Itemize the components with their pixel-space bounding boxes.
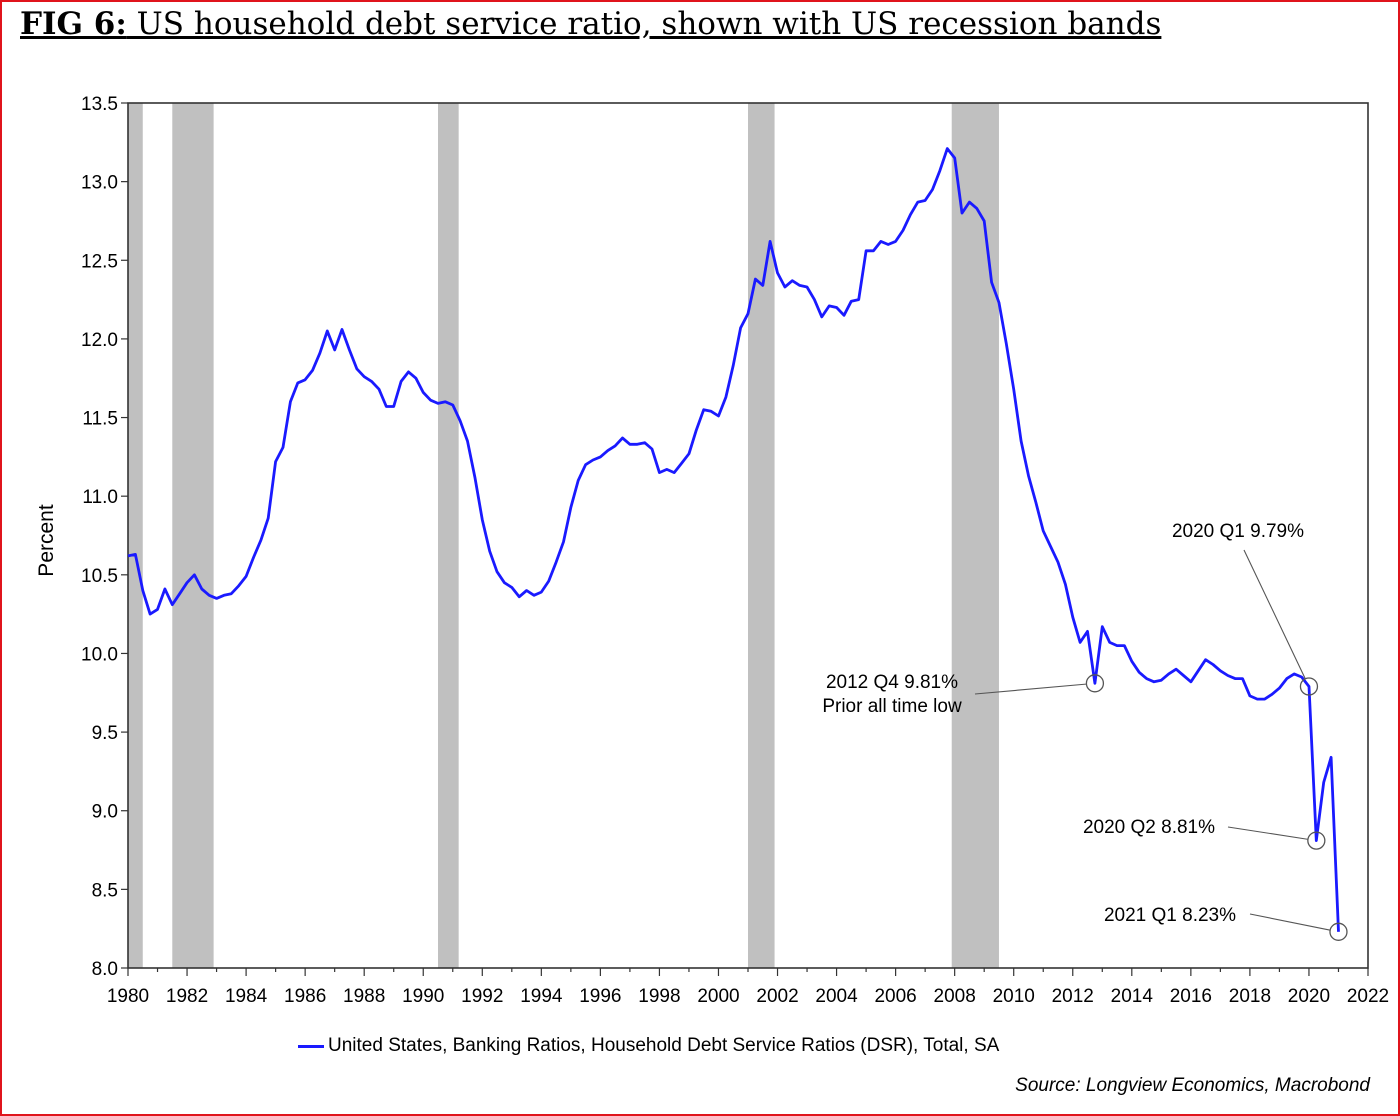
y-axis: 8.0 8.5 9.0 9.5 10.0 10.5 11.0 11.5 12.0 12.5 13.0… xyxy=(81,94,128,980)
recession-band xyxy=(951,103,999,968)
annotation-marker xyxy=(1299,677,1319,696)
annotation-leader xyxy=(974,683,1086,695)
recession-bands xyxy=(128,103,999,968)
x-tick-label: 2014 xyxy=(1111,986,1154,1007)
annotation-label: Prior all time low xyxy=(822,696,962,717)
annotation-marker xyxy=(1085,674,1105,693)
annotation-leader xyxy=(1249,913,1330,931)
x-tick-label: 1988 xyxy=(343,986,385,1007)
x-tick-label: 1986 xyxy=(284,986,326,1007)
legend: United States, Banking Ratios, Household… xyxy=(298,1032,999,1060)
y-tick-label: 11.5 xyxy=(82,409,118,430)
y-axis-label: Percent xyxy=(35,504,58,577)
annotation-label: 2020 Q2 8.81% xyxy=(1083,817,1215,838)
series-layer xyxy=(127,147,1340,932)
annotation-leader xyxy=(1243,549,1306,679)
x-tick-label: 2016 xyxy=(1170,986,1212,1007)
annotation-leader xyxy=(1227,826,1308,840)
y-tick-label: 13.0 xyxy=(81,173,118,194)
source-note: Source: Longview Economics, Macrobond xyxy=(1015,1075,1370,1096)
x-tick-label: 1998 xyxy=(638,986,680,1007)
annotation-marker xyxy=(1329,922,1348,941)
y-tick-label: 8.5 xyxy=(92,880,118,901)
x-tick-label: 2008 xyxy=(934,986,976,1007)
x-tick-label: 2020 xyxy=(1288,986,1330,1007)
y-tick-label: 11.0 xyxy=(82,487,118,508)
series-line xyxy=(127,147,1340,932)
y-tick-label: 10.5 xyxy=(81,566,118,587)
y-tick-label: 10.0 xyxy=(81,644,118,665)
x-tick-label: 1980 xyxy=(107,986,149,1007)
x-tick-label: 1990 xyxy=(402,986,444,1007)
figure-number: FIG 6: xyxy=(20,6,127,42)
x-tick-label: 2012 xyxy=(1052,986,1094,1007)
annotation-marker xyxy=(1307,831,1326,850)
recession-band xyxy=(438,103,459,968)
x-tick-label: 2000 xyxy=(697,986,739,1007)
x-tick-label: 1984 xyxy=(225,986,268,1007)
x-tick-label: 2006 xyxy=(874,986,916,1007)
annotation-label: 2021 Q1 8.23% xyxy=(1104,905,1236,926)
recession-band xyxy=(128,103,143,968)
x-tick-label: 2010 xyxy=(993,986,1035,1007)
y-tick-label: 9.0 xyxy=(92,802,118,823)
x-tick-label: 1992 xyxy=(461,986,503,1007)
x-tick-label: 2018 xyxy=(1229,986,1271,1007)
x-tick-label: 2004 xyxy=(815,986,858,1007)
x-tick-label: 1982 xyxy=(166,986,208,1007)
figure-title-text: US household debt service ratio, shown w… xyxy=(126,6,1162,42)
y-tick-label: 12.5 xyxy=(81,251,118,272)
recession-band xyxy=(172,103,214,968)
legend-label: United States, Banking Ratios, Household… xyxy=(328,1035,1000,1056)
annotation-label: 2020 Q1 9.79% xyxy=(1172,521,1304,542)
annotation-label: 2012 Q4 9.81% xyxy=(826,672,958,693)
x-tick-label: 1996 xyxy=(579,986,621,1007)
x-axis: 1980 1982 1984 1986 1988 1990 1992 1994 1996 1998… xyxy=(107,968,1389,1007)
y-tick-label: 13.5 xyxy=(81,94,118,115)
figure-title: FIG 6: US household debt service ratio, … xyxy=(20,6,1161,42)
legend-swatch xyxy=(298,1044,324,1048)
y-tick-label: 9.5 xyxy=(92,723,118,744)
y-tick-label: 12.0 xyxy=(81,330,118,351)
y-tick-label: 8.0 xyxy=(92,959,118,980)
x-tick-label: 2022 xyxy=(1347,986,1389,1007)
x-tick-label: 2002 xyxy=(756,986,798,1007)
annotations: 2012 Q4 9.81% Prior all time low 2020 Q1 9… xyxy=(822,521,1348,941)
x-tick-label: 1994 xyxy=(520,986,563,1007)
recession-band xyxy=(748,103,775,968)
